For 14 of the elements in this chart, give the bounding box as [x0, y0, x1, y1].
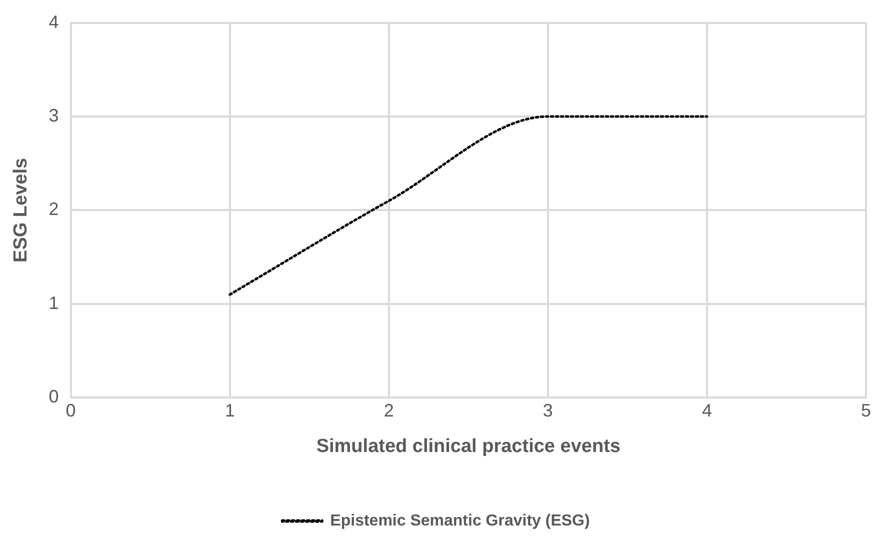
x-tick-label: 2: [384, 400, 394, 420]
x-tick-label: 5: [860, 400, 871, 420]
y-axis-title: ESG Levels: [10, 158, 32, 262]
legend-label: Epistemic Semantic Gravity (ESG): [330, 512, 590, 530]
x-tick-label: 0: [66, 400, 76, 420]
x-tick-label: 1: [224, 400, 235, 420]
y-tick-label: 3: [48, 105, 59, 126]
y-tick-label: 0: [48, 386, 59, 407]
y-tick-label: 2: [48, 199, 59, 220]
x-axis-title: Simulated clinical practice events: [316, 436, 620, 457]
x-tick-label: 3: [542, 400, 553, 420]
y-tick-label: 1: [48, 292, 59, 313]
x-tick-label: 4: [702, 400, 712, 420]
y-tick-label: 4: [48, 12, 59, 32]
